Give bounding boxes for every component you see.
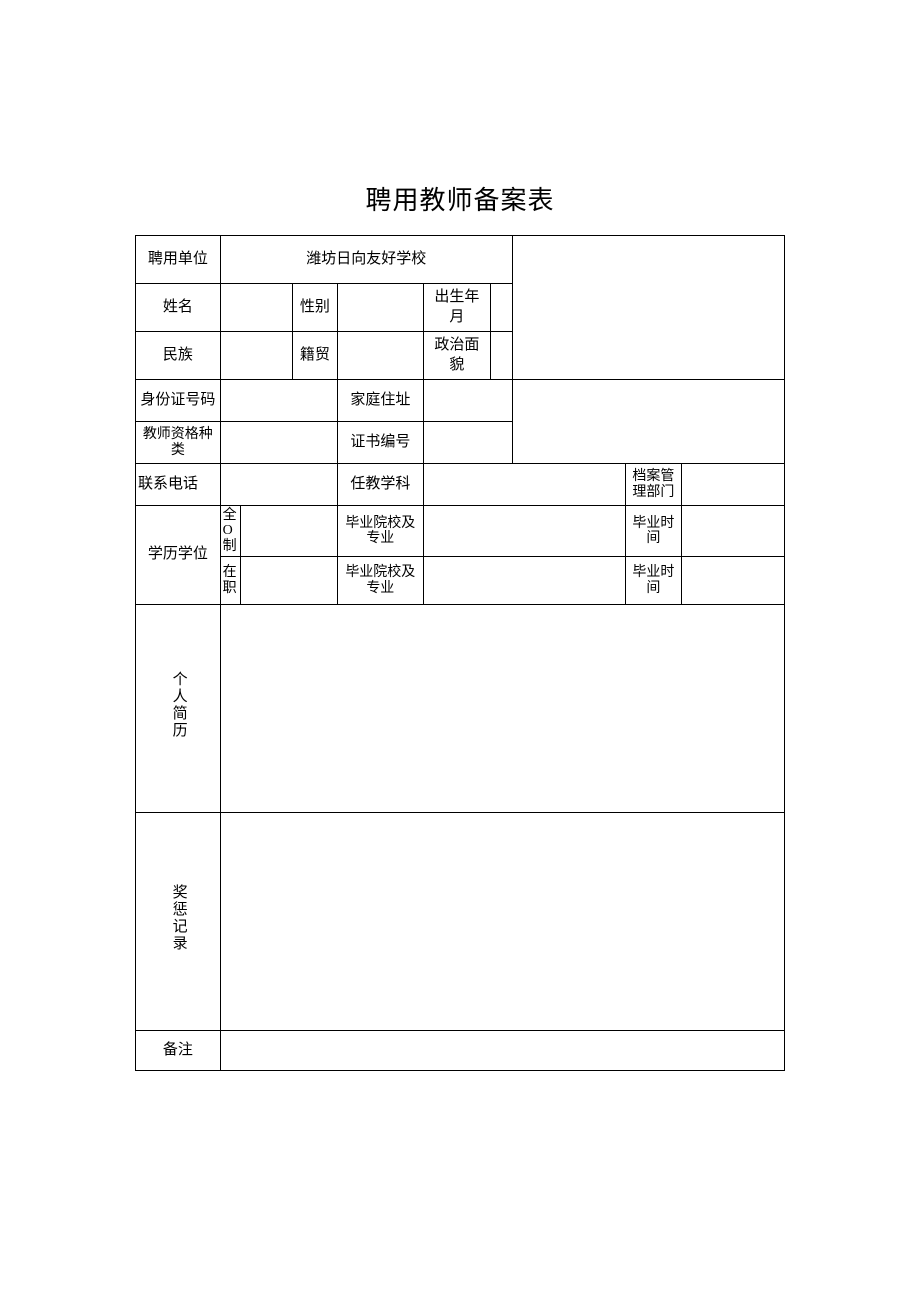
- value-onjob-school: [424, 557, 626, 605]
- label-birth: 出生年月: [424, 284, 491, 332]
- value-fulltime-degree: [240, 506, 337, 557]
- value-native: [337, 332, 424, 380]
- label-archive-dept: 档案管理部门: [625, 464, 681, 506]
- value-onjob-grad-time: [682, 557, 785, 605]
- value-name: [220, 284, 293, 332]
- label-grad-school-2: 毕业院校及专业: [337, 557, 424, 605]
- value-cert-type: [220, 422, 337, 464]
- label-phone: 联系电话: [136, 464, 221, 506]
- label-unit: 聘用单位: [136, 236, 221, 284]
- label-gender: 性别: [293, 284, 337, 332]
- value-ethnic: [220, 332, 293, 380]
- value-archive-dept: [682, 464, 785, 506]
- value-phone: [220, 464, 337, 506]
- value-onjob-degree: [240, 557, 337, 605]
- value-political: [490, 332, 512, 380]
- label-fulltime: 全O制: [220, 506, 240, 557]
- label-political: 政治面貌: [424, 332, 491, 380]
- label-idno: 身份证号码: [136, 380, 221, 422]
- label-native: 籍贸: [293, 332, 337, 380]
- label-name: 姓名: [136, 284, 221, 332]
- value-remark: [220, 1031, 784, 1071]
- label-grad-time-2: 毕业时间: [625, 557, 681, 605]
- form-title: 聘用教师备案表: [135, 180, 785, 217]
- photo-area: [512, 236, 784, 380]
- value-birth: [490, 284, 512, 332]
- value-reward: [220, 813, 784, 1031]
- label-education: 学历学位: [136, 506, 221, 605]
- label-address: 家庭住址: [337, 380, 424, 422]
- value-unit: 潍坊日向友好学校: [220, 236, 512, 284]
- value-fulltime-grad-time: [682, 506, 785, 557]
- label-cert-type: 教师资格种类: [136, 422, 221, 464]
- label-onjob: 在职: [220, 557, 240, 605]
- value-resume: [220, 605, 784, 813]
- blank-area: [512, 380, 784, 464]
- label-subject: 任教学科: [337, 464, 424, 506]
- registration-table: 聘用单位 潍坊日向友好学校 姓名 性别 出生年月 民族 籍贸 政治面貌 身份证号…: [135, 235, 785, 1071]
- value-cert-no: [424, 422, 513, 464]
- label-ethnic: 民族: [136, 332, 221, 380]
- value-fulltime-school: [424, 506, 626, 557]
- value-subject: [424, 464, 626, 506]
- value-gender: [337, 284, 424, 332]
- label-remark: 备注: [136, 1031, 221, 1071]
- label-grad-school-1: 毕业院校及专业: [337, 506, 424, 557]
- value-idno: [220, 380, 337, 422]
- label-grad-time-1: 毕业时间: [625, 506, 681, 557]
- label-resume: 个人简历: [136, 605, 221, 813]
- label-cert-no: 证书编号: [337, 422, 424, 464]
- label-reward: 奖惩记录: [136, 813, 221, 1031]
- value-address: [424, 380, 513, 422]
